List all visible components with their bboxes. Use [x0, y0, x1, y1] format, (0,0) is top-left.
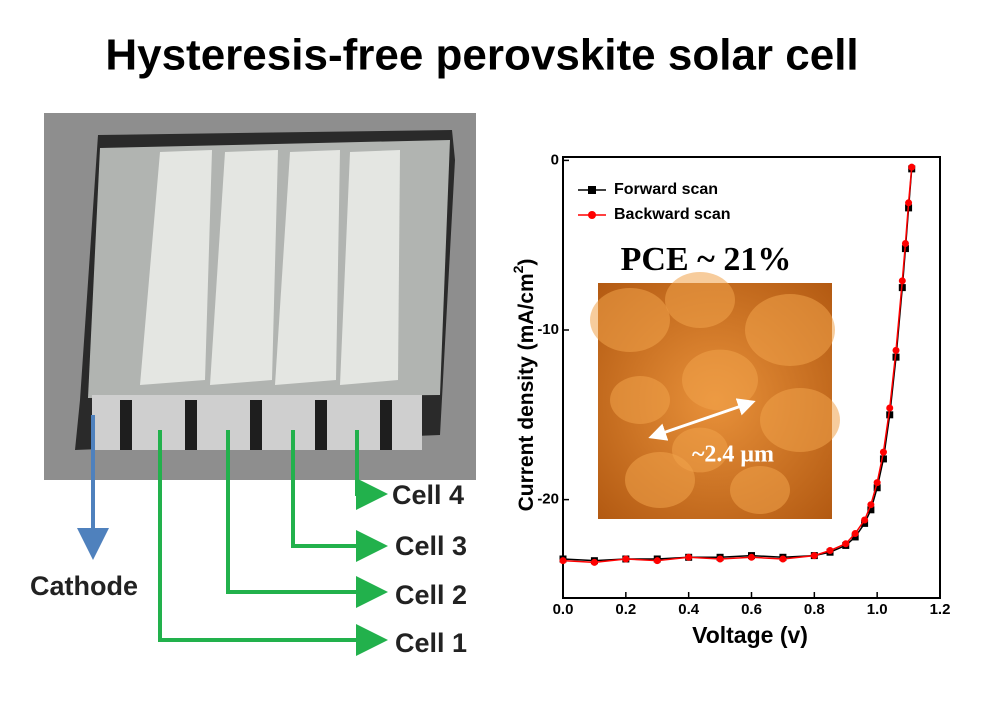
cell-label: Cell 2 [395, 580, 467, 610]
cell-arrows [77, 415, 388, 656]
point [716, 555, 724, 563]
y-tick-label: 0 [551, 151, 559, 168]
grain [665, 272, 735, 328]
point [622, 555, 630, 563]
y-tick-label: -20 [537, 491, 559, 508]
grain [760, 388, 840, 452]
legend-marker [588, 186, 596, 194]
point [748, 553, 755, 561]
legend-marker [588, 211, 596, 219]
point [810, 552, 818, 560]
cell-label: Cell 1 [395, 628, 467, 658]
grain [682, 349, 758, 411]
point [886, 404, 894, 412]
grain [745, 294, 835, 366]
point [879, 455, 887, 463]
grain [625, 452, 695, 508]
x-tick-label: 0.4 [678, 601, 700, 618]
x-tick-label: 1.2 [930, 601, 951, 618]
x-tick-label: 0.6 [741, 601, 762, 618]
point [879, 448, 887, 456]
cathode-label: Cathode [30, 571, 138, 601]
series-line [562, 167, 913, 564]
point [905, 199, 913, 207]
x-tick-label: 0.8 [804, 601, 825, 618]
annotation: ~2.4 μm [692, 442, 774, 468]
x-axis-label: Voltage (v) [692, 622, 808, 648]
point [861, 516, 869, 524]
point [886, 411, 894, 419]
point [908, 163, 916, 171]
slide-title: Hysteresis-free perovskite solar cell [105, 31, 858, 80]
y-axis-label: Current density (mA/cm2) [510, 259, 538, 512]
point [898, 277, 906, 285]
point [873, 484, 881, 492]
point [779, 555, 787, 563]
x-tick-label: 1.0 [867, 601, 888, 618]
point [851, 530, 859, 538]
legend-label: Backward scan [614, 206, 731, 223]
point [590, 558, 598, 566]
jv-chart: PCE ~ 21% ~2.4 μm 0.0 0.2 0.4 0.6 0.8 1.0 1.2 0 -1… [510, 151, 951, 648]
point [559, 557, 567, 565]
scale-arrow [648, 398, 756, 441]
y-axis-label-part: Current density (mA/cm [515, 273, 538, 511]
grain [590, 288, 670, 352]
grain [610, 376, 670, 424]
point [653, 557, 661, 565]
point [867, 506, 875, 514]
cell-label: Cell 3 [395, 531, 467, 561]
point [826, 547, 834, 555]
legend-label: Forward scan [614, 181, 718, 198]
device-photo [44, 113, 476, 480]
point [873, 479, 881, 487]
y-tick-label: -10 [537, 321, 559, 338]
x-tick-label: 0.2 [615, 601, 636, 618]
point [892, 346, 900, 354]
point [901, 240, 909, 248]
y-axis-label-part: ) [515, 259, 538, 266]
annotation: PCE ~ 21% [621, 241, 792, 278]
cell-label: Cell 4 [392, 480, 464, 510]
y-axis-label-part: 2 [510, 265, 526, 273]
grain [730, 466, 790, 514]
x-tick-label: 0.0 [553, 601, 574, 618]
point [867, 501, 875, 509]
point [685, 553, 693, 561]
point [842, 540, 850, 548]
